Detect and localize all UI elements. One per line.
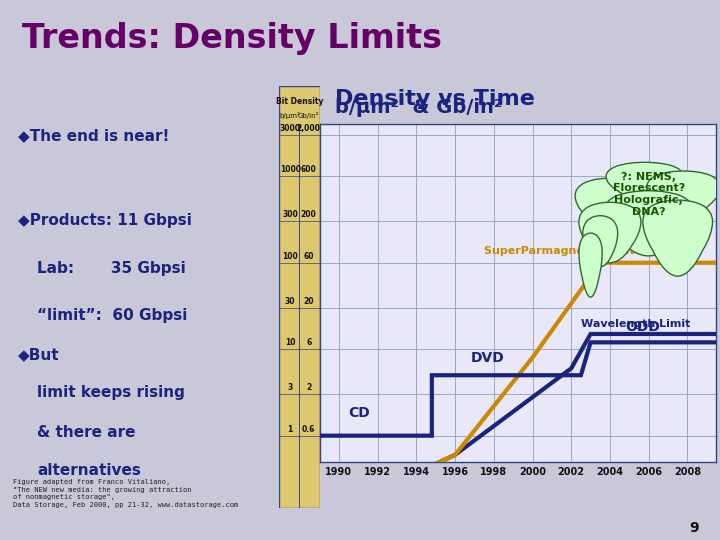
Ellipse shape	[606, 163, 683, 199]
FancyBboxPatch shape	[279, 86, 320, 508]
Text: 6: 6	[306, 338, 311, 347]
Text: ◆But: ◆But	[18, 348, 60, 362]
Ellipse shape	[643, 200, 713, 276]
Text: Trends: Density Limits: Trends: Density Limits	[22, 22, 441, 56]
Text: 9: 9	[689, 521, 698, 535]
Ellipse shape	[579, 202, 641, 263]
Text: limit keeps rising: limit keeps rising	[37, 386, 185, 401]
Text: alternatives: alternatives	[37, 463, 141, 478]
Text: Density vs Time: Density vs Time	[336, 90, 535, 110]
Text: 30: 30	[285, 297, 295, 306]
Ellipse shape	[579, 233, 602, 297]
Text: 600: 600	[301, 165, 317, 174]
Text: ODD: ODD	[626, 320, 660, 334]
Text: 100: 100	[282, 252, 298, 261]
Text: 2: 2	[306, 383, 311, 392]
Text: ◆Products: 11 Gbpsi: ◆Products: 11 Gbpsi	[18, 213, 192, 228]
Ellipse shape	[582, 215, 618, 267]
Text: CD: CD	[348, 407, 370, 421]
Text: 2,000: 2,000	[297, 124, 320, 133]
Ellipse shape	[647, 171, 720, 215]
Text: 10: 10	[285, 338, 295, 347]
Text: b/μm²: b/μm²	[280, 112, 301, 119]
Text: & there are: & there are	[37, 426, 135, 441]
Text: Figure adapted from Franco Vitaliano,
"The NEW new media: the growing attraction: Figure adapted from Franco Vitaliano, "T…	[13, 479, 238, 508]
Text: 300: 300	[282, 211, 298, 219]
Ellipse shape	[604, 191, 693, 256]
Text: 3: 3	[287, 383, 293, 392]
Text: 200: 200	[301, 211, 317, 219]
Text: 1: 1	[287, 424, 293, 434]
Text: ◆The end is near!: ◆The end is near!	[18, 129, 169, 144]
Text: Wavelength Limit: Wavelength Limit	[581, 319, 690, 329]
Text: 60: 60	[303, 252, 314, 261]
Text: ?: NEMS,
Florescent?
Holografic,
DNA?: ?: NEMS, Florescent? Holografic, DNA?	[613, 172, 685, 217]
Ellipse shape	[575, 178, 645, 228]
Text: 20: 20	[303, 297, 314, 306]
Text: SuperParmagnetic Limit: SuperParmagnetic Limit	[484, 246, 635, 256]
Text: “limit”:  60 Gbpsi: “limit”: 60 Gbpsi	[37, 307, 187, 322]
Text: 3000: 3000	[279, 124, 301, 133]
Text: 1000: 1000	[279, 165, 301, 174]
Text: DVD: DVD	[471, 352, 504, 366]
Text: 0.6: 0.6	[302, 424, 315, 434]
Text: b/μm²  & Gb/in²: b/μm² & Gb/in²	[336, 98, 503, 117]
Text: Lab:       35 Gbpsi: Lab: 35 Gbpsi	[37, 261, 186, 276]
Text: Gb/in²: Gb/in²	[298, 112, 320, 119]
Text: Bit Density: Bit Density	[276, 97, 323, 106]
